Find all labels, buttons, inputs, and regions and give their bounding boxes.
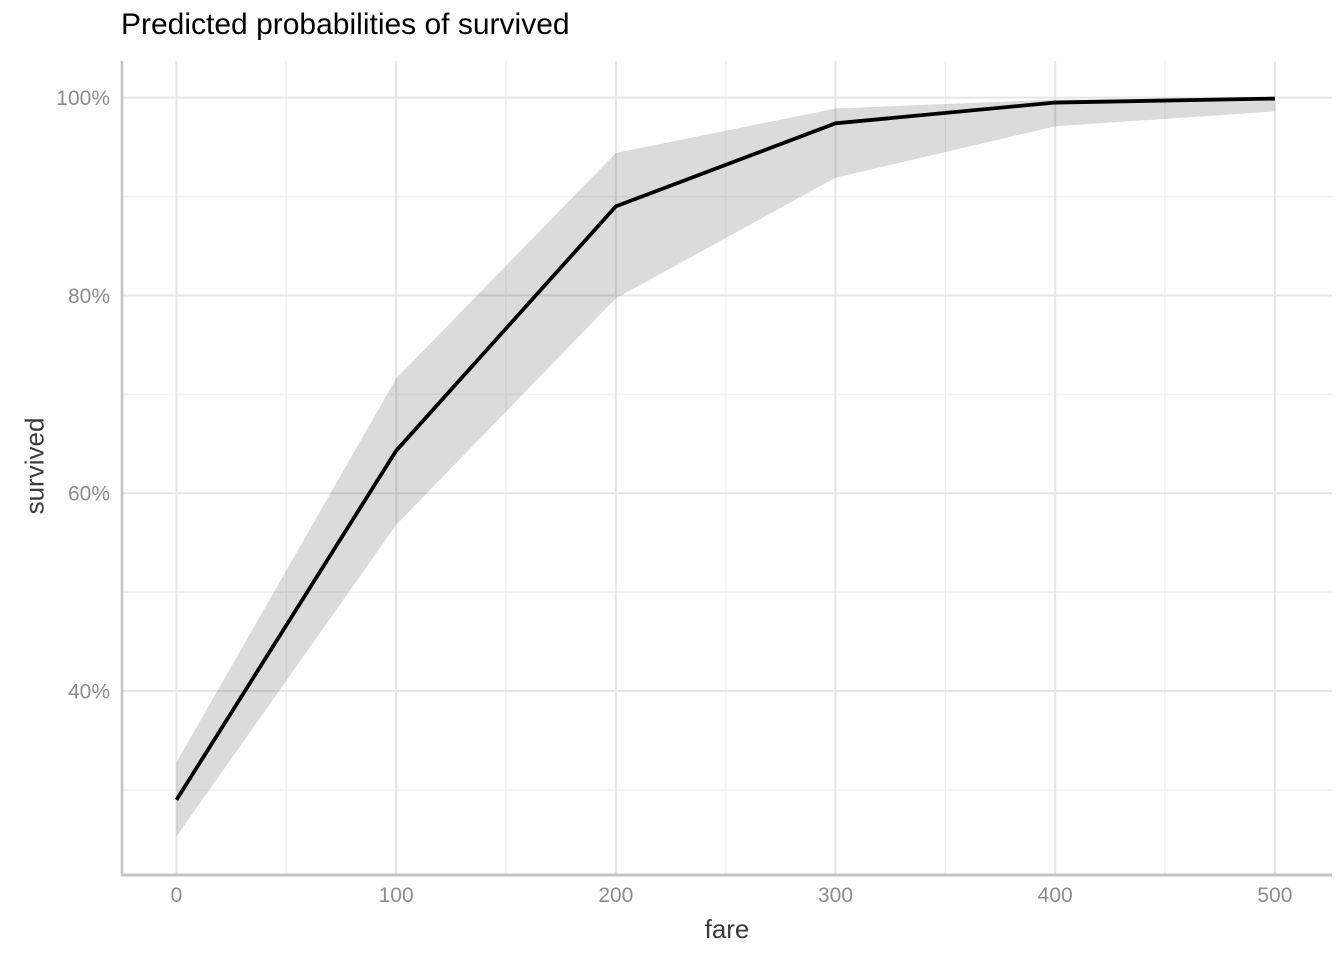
y-axis-title: survived bbox=[19, 417, 50, 515]
plot-title: Predicted probabilities of survived bbox=[121, 8, 570, 41]
x-tick-label: 0 bbox=[171, 884, 183, 907]
x-axis-title: fare bbox=[704, 914, 750, 944]
prediction-line bbox=[174, 96, 1275, 801]
x-tick-label: 400 bbox=[1038, 884, 1073, 907]
x-tick-label: 300 bbox=[818, 884, 853, 907]
x-tick-label: 200 bbox=[598, 884, 633, 907]
y-tick-label: 40% bbox=[68, 681, 110, 704]
x-tick-label: 500 bbox=[1257, 884, 1292, 907]
y-tick-label: 80% bbox=[68, 285, 110, 308]
confidence-ribbon bbox=[176, 98, 1275, 837]
y-tick-label: 60% bbox=[68, 483, 110, 506]
y-tick-label: 100% bbox=[56, 87, 110, 110]
x-tick-label: 100 bbox=[379, 884, 414, 907]
